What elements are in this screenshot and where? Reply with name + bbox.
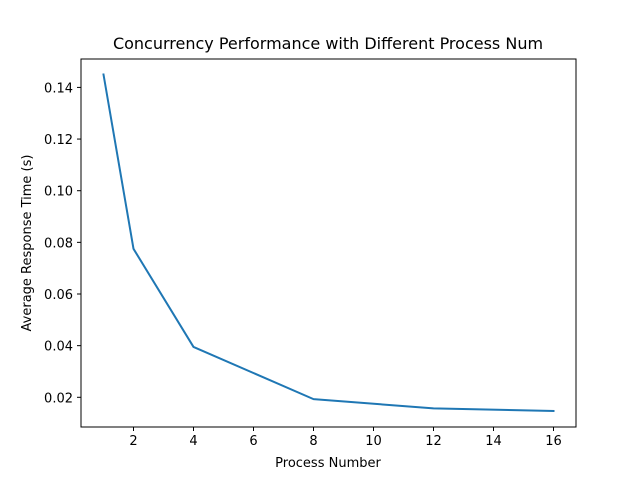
x-tick-label: 6 bbox=[249, 434, 257, 449]
x-tick-label: 14 bbox=[485, 434, 502, 449]
y-tick-label: 0.10 bbox=[44, 185, 73, 200]
x-tick-label: 10 bbox=[365, 434, 382, 449]
y-tick-label: 0.06 bbox=[44, 288, 73, 303]
x-axis-ticks: 2 4 6 8 10 12 14 16 bbox=[129, 427, 562, 449]
y-tick-label: 0.08 bbox=[44, 236, 73, 251]
y-tick-label: 0.12 bbox=[44, 133, 73, 148]
x-tick-label: 8 bbox=[309, 434, 317, 449]
y-axis-label: Average Response Time (s) bbox=[20, 155, 35, 332]
y-tick-label: 0.14 bbox=[44, 81, 73, 96]
y-tick-label: 0.02 bbox=[44, 391, 73, 406]
y-axis-ticks: 0.02 0.04 0.06 0.08 0.10 0.12 0.14 bbox=[44, 81, 81, 406]
axes-frame bbox=[80, 58, 577, 428]
series-layer bbox=[102, 73, 555, 413]
y-tick-label: 0.04 bbox=[44, 340, 73, 355]
x-tick-label: 2 bbox=[129, 434, 137, 449]
x-tick-label: 4 bbox=[189, 434, 197, 449]
chart-title: Concurrency Performance with Different P… bbox=[113, 34, 543, 53]
series-line bbox=[102, 73, 555, 413]
x-axis-label: Process Number bbox=[275, 456, 381, 471]
x-tick-label: 12 bbox=[425, 434, 442, 449]
x-tick-label: 16 bbox=[545, 434, 562, 449]
